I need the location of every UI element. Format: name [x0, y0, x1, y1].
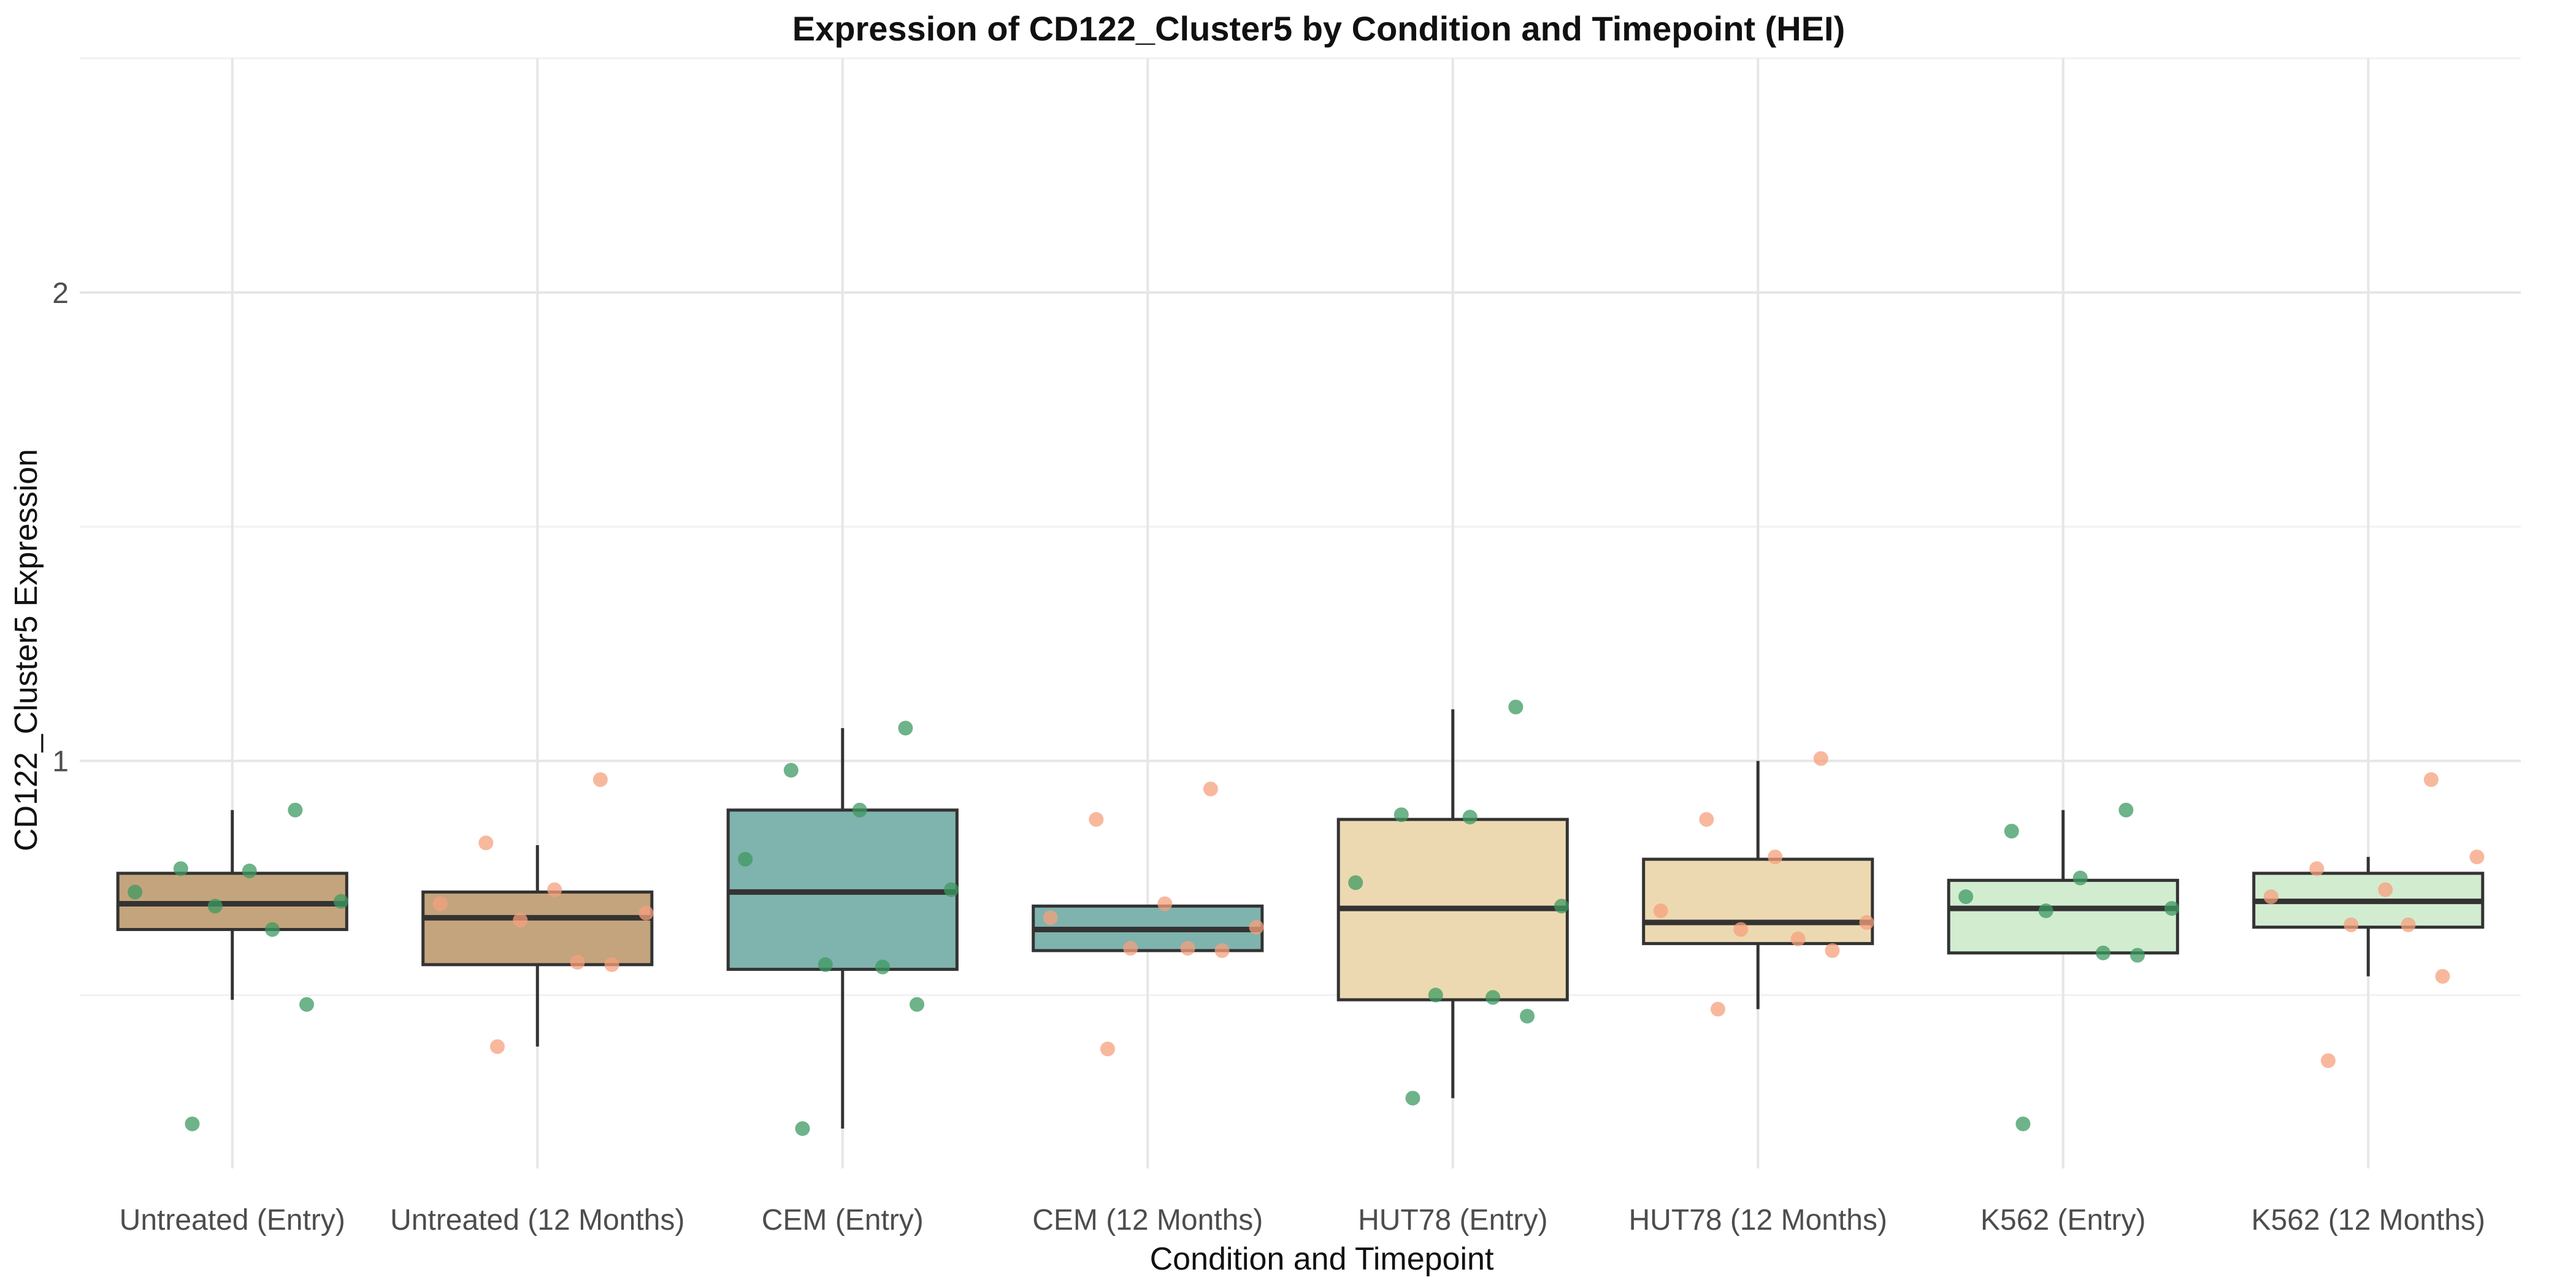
data-point: [2469, 849, 2485, 865]
data-point: [1428, 987, 1443, 1003]
data-point: [2004, 824, 2019, 839]
data-point: [2015, 1116, 2031, 1132]
data-point: [128, 884, 143, 900]
x-axis-title: Condition and Timepoint: [1150, 1241, 1494, 1277]
x-tick-label: K562 (Entry): [1980, 1204, 2145, 1236]
grid-lines: [80, 57, 2521, 1168]
data-point: [943, 882, 959, 897]
y-tick-label: 2: [52, 277, 69, 310]
data-point: [1393, 807, 1409, 822]
data-point: [1462, 810, 1478, 825]
points-layer: [128, 699, 2485, 1137]
data-point: [1157, 896, 1173, 911]
data-point: [489, 1039, 505, 1054]
data-point: [1249, 919, 1264, 935]
data-point: [1859, 915, 1874, 930]
data-point: [1733, 922, 1749, 937]
chart-title: Expression of CD122_Cluster5 by Conditio…: [792, 9, 1846, 48]
data-point: [604, 957, 619, 972]
data-point: [1508, 699, 1524, 715]
data-point: [1790, 931, 1806, 946]
data-point: [478, 835, 494, 851]
data-point: [852, 802, 867, 818]
data-point: [2320, 1053, 2336, 1068]
data-point: [2423, 772, 2439, 788]
data-point: [2118, 802, 2134, 818]
data-point: [1043, 910, 1058, 926]
data-point: [1825, 943, 1840, 958]
data-point: [1180, 941, 1195, 956]
data-point: [1699, 812, 1714, 827]
data-point: [2038, 903, 2053, 918]
data-point: [333, 894, 348, 909]
x-tick-label: CEM (12 Months): [1032, 1204, 1263, 1236]
data-point: [513, 913, 528, 928]
boxes-layer: [116, 709, 2485, 1129]
y-tick-label: 1: [52, 746, 69, 778]
y-axis-ticks: 12: [52, 277, 69, 778]
x-tick-label: Untreated (12 Months): [390, 1204, 684, 1236]
box-iqr: [1642, 857, 1874, 945]
data-point: [288, 802, 303, 818]
data-point: [265, 922, 280, 937]
data-point: [2344, 917, 2359, 932]
data-point: [1485, 990, 1501, 1005]
data-point: [1214, 943, 1230, 958]
data-point: [2378, 882, 2393, 897]
data-point: [1813, 751, 1828, 766]
x-tick-label: Untreated (Entry): [120, 1204, 345, 1236]
data-point: [207, 899, 223, 914]
data-point: [1089, 812, 1104, 827]
y-axis-title: CD122_Cluster5 Expression: [9, 449, 44, 851]
data-point: [2401, 917, 2416, 932]
data-point: [1768, 849, 1783, 865]
data-point: [1100, 1041, 1115, 1057]
data-point: [2263, 889, 2279, 905]
data-point: [299, 997, 315, 1012]
data-point: [1405, 1091, 1420, 1106]
data-point: [1203, 781, 1218, 797]
data-point: [875, 959, 891, 975]
data-point: [2130, 948, 2145, 963]
data-point: [1348, 875, 1363, 891]
data-point: [1710, 1002, 1725, 1017]
data-point: [570, 954, 585, 970]
x-tick-label: HUT78 (12 Months): [1629, 1204, 1887, 1236]
data-point: [910, 997, 925, 1012]
data-point: [738, 851, 753, 867]
data-point: [2309, 861, 2325, 876]
data-point: [1123, 941, 1138, 956]
data-point: [1554, 899, 1569, 914]
box-iqr: [1947, 878, 2179, 955]
data-point: [592, 772, 608, 788]
data-point: [818, 957, 833, 972]
data-point: [432, 896, 448, 911]
data-point: [242, 864, 257, 879]
data-point: [2072, 870, 2088, 886]
data-point: [2164, 901, 2179, 916]
x-tick-label: HUT78 (Entry): [1358, 1204, 1547, 1236]
data-point: [2096, 945, 2111, 960]
box-iqr: [421, 890, 654, 967]
data-point: [2435, 968, 2450, 984]
data-point: [185, 1116, 200, 1132]
x-axis-ticks: Untreated (Entry) Untreated (12 Months) CE…: [120, 1204, 2485, 1236]
data-point: [547, 882, 562, 897]
data-point: [795, 1121, 810, 1137]
data-point: [1653, 903, 1668, 918]
data-point: [1958, 889, 1974, 905]
x-tick-label: K562 (12 Months): [2251, 1204, 2485, 1236]
data-point: [783, 762, 799, 778]
data-point: [898, 721, 913, 736]
x-tick-label: CEM (Entry): [762, 1204, 924, 1236]
data-point: [638, 905, 654, 921]
data-point: [1520, 1008, 1535, 1024]
data-point: [173, 861, 188, 876]
